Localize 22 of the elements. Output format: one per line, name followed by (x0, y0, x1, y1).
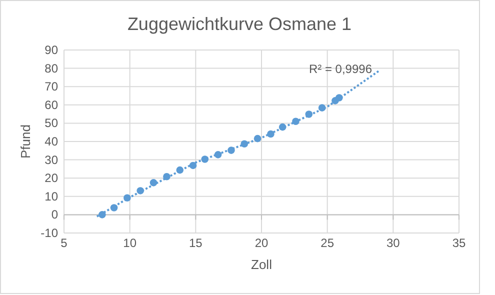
x-tick-label: 30 (386, 236, 400, 250)
y-tick-label: 90 (44, 43, 58, 57)
x-tick-label: 10 (123, 236, 137, 250)
y-tick-label: 30 (44, 152, 58, 167)
y-tick-label: 60 (44, 98, 58, 112)
y-tick-label: 20 (44, 171, 58, 186)
x-tick-label: 5 (60, 236, 68, 250)
y-tick-label: 40 (44, 134, 58, 148)
x-axis-title: Zoll (251, 257, 272, 272)
y-tick-label: 0 (51, 208, 58, 222)
y-tick-label: 50 (44, 116, 58, 130)
annotation: R² = 0,9996 (308, 62, 372, 76)
x-tick-label: 20 (254, 236, 268, 250)
y-tick-label: 70 (44, 80, 58, 94)
y-tick-label: 80 (44, 61, 58, 76)
x-tick-label: 25 (320, 236, 334, 250)
y-axis-title: Pfund (18, 124, 33, 158)
x-tick-label: 15 (188, 236, 203, 250)
y-tick-label: -10 (40, 226, 58, 240)
chart-title: Zuggewichtkurve Osmane 1 (127, 14, 352, 34)
x-tick-label: 35 (452, 236, 466, 250)
y-tick-label: 10 (44, 189, 58, 204)
